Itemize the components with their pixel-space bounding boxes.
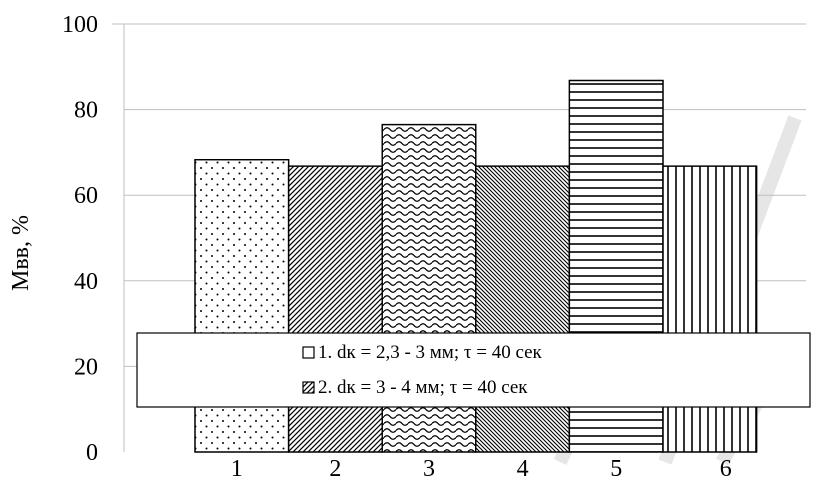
legend-swatch-1 — [302, 346, 315, 359]
bar-pattern-2 — [287, 165, 383, 453]
bar-pattern-4 — [475, 165, 571, 453]
y-tick-label-0: 0 — [86, 440, 98, 466]
legend-label-1: 1. dк = 2,3 - 3 мм; τ = 40 сек — [318, 342, 543, 363]
y-tick-label-2: 40 — [74, 269, 98, 295]
x-axis-ticks: 1 2 3 4 5 6 — [231, 456, 732, 477]
bar-pattern-1 — [194, 159, 290, 453]
legend-box — [136, 332, 811, 408]
x-tick-label-6: 6 — [720, 456, 732, 477]
y-tick-label-3: 60 — [74, 183, 98, 209]
y-axis-title: Мвв, % — [8, 215, 34, 291]
x-tick-label-2: 2 — [329, 456, 341, 477]
x-tick-label-5: 5 — [610, 456, 622, 477]
legend: 1. dк = 2,3 - 3 мм; τ = 40 сек 2. dк = 3… — [136, 332, 811, 408]
legend-swatch-2 — [302, 381, 315, 394]
y-tick-label-5: 100 — [62, 12, 98, 38]
axes — [112, 23, 125, 452]
legend-label-2: 2. dк = 3 - 4 мм; τ = 40 сек — [318, 377, 528, 398]
x-tick-label-4: 4 — [517, 456, 529, 477]
y-tick-label-4: 80 — [74, 98, 98, 124]
y-axis-ticks: 0 20 40 60 80 100 — [62, 12, 98, 466]
y-tick-label-1: 20 — [74, 354, 98, 380]
bar-pattern-6 — [662, 165, 758, 453]
x-tick-label-3: 3 — [423, 456, 435, 477]
x-tick-label-1: 1 — [231, 456, 243, 477]
